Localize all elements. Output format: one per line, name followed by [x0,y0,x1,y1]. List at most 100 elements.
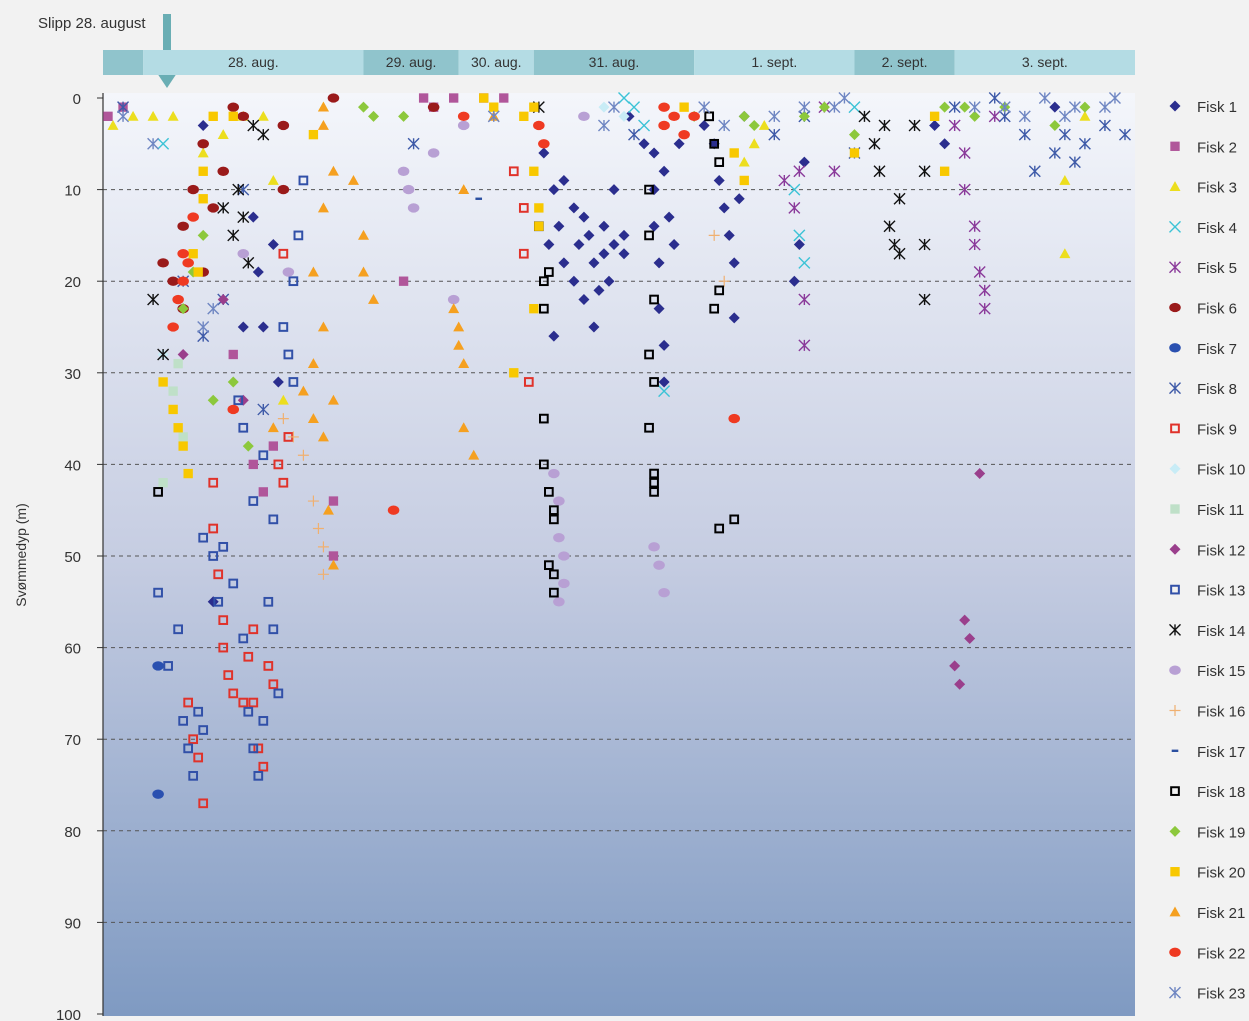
data-point [529,304,539,314]
date-band: 30. aug. [458,50,534,75]
data-point [449,93,459,103]
series-fisk-8 [117,92,1131,416]
data-point [232,183,245,196]
legend-item: Fisk 5 [1169,260,1237,277]
series-fisk-21 [267,101,500,570]
data-point [848,101,861,114]
data-point [448,303,460,314]
data-point [618,92,631,104]
y-tick-label: 0 [73,91,81,108]
legend-item: Fisk 8 [1169,381,1237,398]
y-axis-label: Svømmedyp (m) [13,503,29,606]
data-point [723,229,735,241]
data-point [653,257,665,269]
data-point [237,183,250,196]
legend-label: Fisk 23 [1197,986,1245,1003]
data-point [539,303,549,314]
data-point [653,560,665,570]
data-point [207,394,219,406]
data-point [929,111,940,121]
series-fisk-15 [237,111,670,607]
legend-item: Fisk 11 [1170,502,1244,519]
data-point [233,395,244,406]
data-point [964,632,976,644]
data-point [228,578,239,589]
data-point [718,119,731,132]
series-fisk-22 [167,102,740,515]
data-point [152,789,164,799]
legend-marker [1169,261,1181,274]
data-point [157,348,170,361]
data-point [788,275,800,287]
data-point [317,568,329,580]
data-point [598,248,610,260]
data-point [598,220,610,232]
data-point [398,276,409,286]
series-fisk-14 [147,101,931,361]
data-point [1048,146,1061,159]
data-point [208,477,219,488]
date-band-label: 30. aug. [471,54,522,70]
data-point [243,706,254,717]
data-point [548,184,560,196]
data-point [427,102,440,112]
data-point [718,202,730,214]
data-point [658,339,670,351]
data-point [207,203,219,213]
legend-label: Fisk 3 [1197,180,1237,197]
data-point [883,220,896,233]
data-point [217,166,230,176]
data-point [578,294,590,306]
data-point [358,229,370,240]
date-band-rect [363,50,459,75]
date-band-label: 1. sept. [751,54,797,70]
legend-marker [1170,867,1180,877]
data-point [183,697,194,708]
data-point [252,266,264,278]
legend-marker [1170,786,1180,796]
data-point [798,339,811,352]
data-point [358,266,370,277]
data-point [698,101,711,114]
legend-marker [1169,665,1181,675]
data-point [103,111,113,121]
legend-marker [1169,947,1181,957]
date-band-rect [694,50,855,75]
data-point [918,293,931,306]
data-point [198,532,209,543]
data-point [358,101,370,113]
data-point [458,184,470,194]
data-point [718,275,730,287]
data-point [728,312,740,324]
data-point [828,101,841,114]
y-tick-label: 10 [64,183,81,200]
data-point [317,431,329,442]
data-point [658,102,670,112]
data-point [168,404,178,415]
data-point [475,197,483,200]
data-point [793,165,806,178]
legend-item: Fisk 1 [1169,99,1237,116]
date-band: 29. aug. [363,50,459,75]
data-point [197,147,209,158]
date-band-rect [143,50,364,75]
data-point [644,184,654,195]
data-point [798,293,811,306]
data-point [177,249,189,259]
data-point [583,229,595,241]
data-point [153,587,163,598]
legend-item: Fisk 3 [1169,180,1237,197]
data-point [519,111,529,121]
data-point [293,230,304,241]
data-point [198,194,208,204]
data-point [273,688,284,699]
data-point [197,119,209,131]
series-fisk-12 [177,294,986,690]
legend-marker [1169,543,1181,555]
release-label: Slipp 28. august [38,15,146,32]
date-band: 3. sept. [954,50,1135,75]
data-point [177,221,189,231]
data-point [949,660,961,672]
data-point [758,119,770,130]
